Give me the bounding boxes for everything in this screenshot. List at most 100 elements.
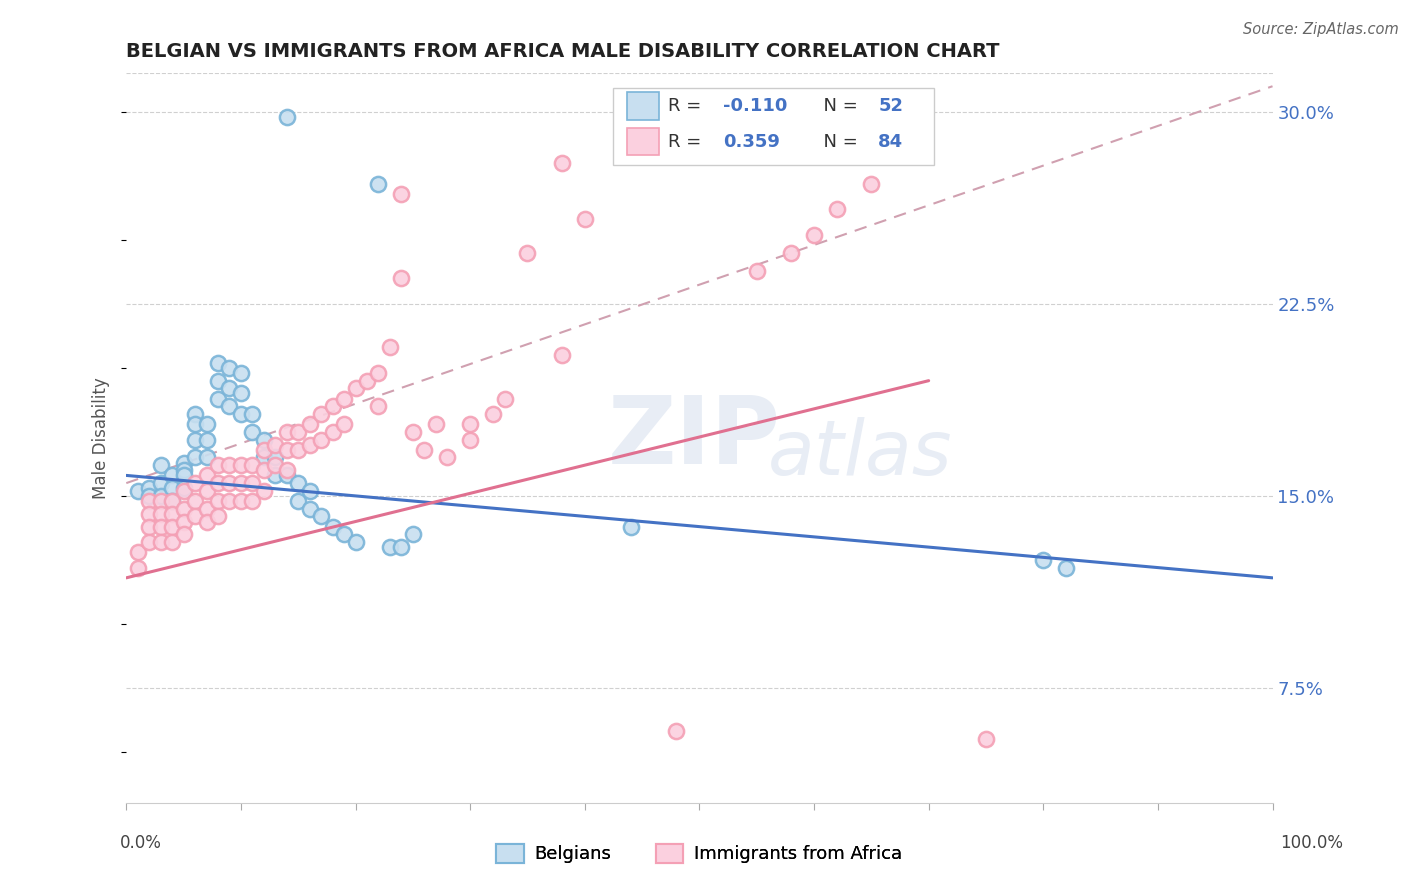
Point xyxy=(195,468,218,483)
Point xyxy=(436,450,458,465)
Point xyxy=(229,366,252,380)
Point xyxy=(482,407,505,421)
Point xyxy=(322,519,344,533)
Point xyxy=(344,535,367,549)
Point xyxy=(356,374,378,388)
Point xyxy=(173,481,195,495)
Point xyxy=(173,456,195,470)
Point xyxy=(402,527,425,541)
Point xyxy=(138,519,160,533)
Point xyxy=(745,263,768,277)
Point xyxy=(276,110,298,124)
Point xyxy=(127,560,149,574)
FancyBboxPatch shape xyxy=(627,128,659,155)
Point xyxy=(242,476,264,491)
Point xyxy=(298,417,321,432)
Point xyxy=(218,476,240,491)
Text: 100.0%: 100.0% xyxy=(1279,834,1343,852)
Point xyxy=(195,433,218,447)
Point xyxy=(333,527,356,541)
Point xyxy=(160,519,183,533)
Point xyxy=(207,476,229,491)
Point xyxy=(195,483,218,498)
Point xyxy=(229,407,252,421)
Point xyxy=(184,450,207,465)
Point xyxy=(138,535,160,549)
Point xyxy=(389,186,412,201)
Point xyxy=(229,476,252,491)
Point xyxy=(253,463,276,477)
Point xyxy=(458,417,481,432)
Text: ZIP: ZIP xyxy=(607,392,780,484)
Point xyxy=(207,356,229,370)
Point xyxy=(551,156,574,170)
Point xyxy=(574,212,596,227)
Point xyxy=(425,417,447,432)
Text: 0.0%: 0.0% xyxy=(120,834,162,852)
Point xyxy=(825,202,848,216)
Point xyxy=(516,245,538,260)
Point xyxy=(287,476,309,491)
Point xyxy=(378,540,401,554)
Point xyxy=(298,483,321,498)
Point xyxy=(242,458,264,472)
Point xyxy=(344,381,367,395)
Point xyxy=(229,386,252,401)
Point xyxy=(264,468,287,483)
Point xyxy=(184,509,207,524)
Point xyxy=(218,381,240,395)
Point xyxy=(160,494,183,508)
Point xyxy=(195,515,218,529)
Point xyxy=(413,442,436,457)
Point xyxy=(974,732,997,747)
Point xyxy=(287,442,309,457)
Point xyxy=(309,407,332,421)
Point xyxy=(207,509,229,524)
Text: BELGIAN VS IMMIGRANTS FROM AFRICA MALE DISABILITY CORRELATION CHART: BELGIAN VS IMMIGRANTS FROM AFRICA MALE D… xyxy=(127,42,1000,61)
Point xyxy=(309,433,332,447)
Point xyxy=(253,483,276,498)
Point xyxy=(160,481,183,495)
Point xyxy=(276,425,298,439)
Point xyxy=(389,540,412,554)
Point xyxy=(298,438,321,452)
Point xyxy=(184,433,207,447)
Point xyxy=(803,227,825,242)
Point xyxy=(242,494,264,508)
Point xyxy=(333,417,356,432)
Point xyxy=(665,724,688,739)
Point xyxy=(149,519,172,533)
Text: N =: N = xyxy=(811,97,863,115)
Point xyxy=(1032,553,1054,567)
Y-axis label: Male Disability: Male Disability xyxy=(93,377,110,500)
Point xyxy=(242,407,264,421)
Point xyxy=(309,509,332,524)
Text: N =: N = xyxy=(811,133,863,151)
Point xyxy=(207,458,229,472)
Point xyxy=(184,494,207,508)
Point xyxy=(322,399,344,413)
Point xyxy=(173,483,195,498)
Point xyxy=(264,450,287,465)
Point xyxy=(229,458,252,472)
Point xyxy=(160,535,183,549)
Point xyxy=(264,438,287,452)
Point xyxy=(149,458,172,472)
Point xyxy=(367,399,389,413)
Point xyxy=(207,374,229,388)
Point xyxy=(138,481,160,495)
Point xyxy=(160,468,183,483)
Point xyxy=(298,501,321,516)
Text: 84: 84 xyxy=(879,133,903,151)
FancyBboxPatch shape xyxy=(613,88,935,165)
Point xyxy=(494,392,516,406)
Text: Source: ZipAtlas.com: Source: ZipAtlas.com xyxy=(1243,22,1399,37)
Text: atlas: atlas xyxy=(768,417,953,491)
Point xyxy=(1054,560,1077,574)
Legend: Belgians, Immigrants from Africa: Belgians, Immigrants from Africa xyxy=(496,844,903,863)
Point xyxy=(184,417,207,432)
Point xyxy=(173,501,195,516)
Point xyxy=(218,458,240,472)
Point xyxy=(207,392,229,406)
Text: 52: 52 xyxy=(879,97,903,115)
